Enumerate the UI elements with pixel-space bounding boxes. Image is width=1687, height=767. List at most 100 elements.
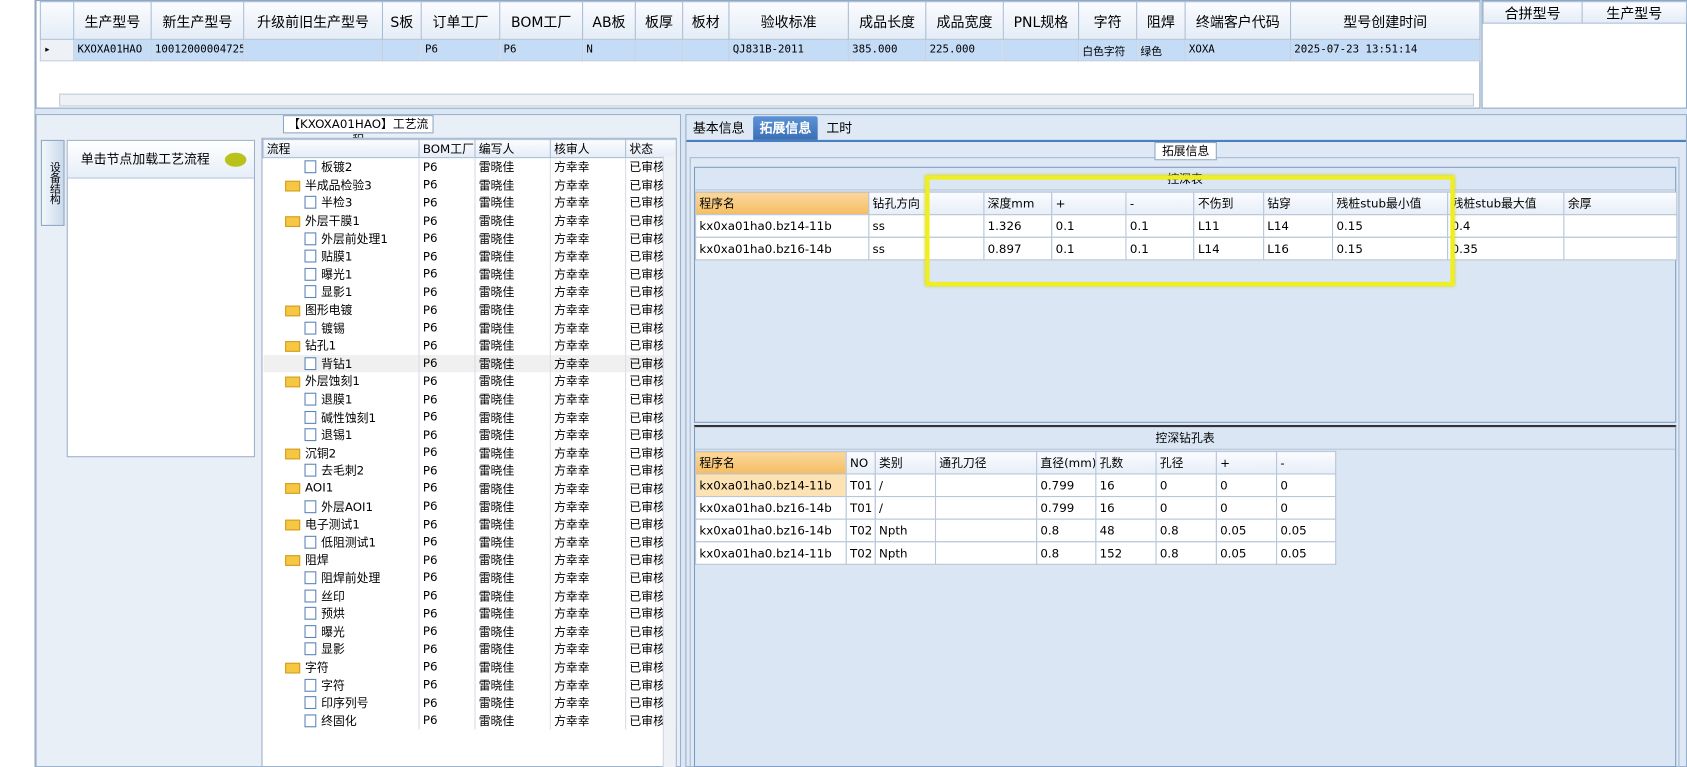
tab[interactable]: 基本信息 — [692, 120, 745, 136]
column-header[interactable]: 阻焊 — [1136, 1, 1186, 40]
column-header[interactable]: 订单工厂 — [420, 1, 501, 40]
tree-node-row[interactable]: 退膜1 P6 雷晓佳 方幸幸 已审核 — [263, 390, 676, 409]
side-tab[interactable]: 设备结构 — [40, 139, 65, 226]
column-header[interactable]: 字符 — [1078, 1, 1138, 40]
node-name: 贴膜1 — [321, 249, 353, 264]
column-header[interactable]: 状态 — [625, 138, 676, 159]
writer-cell: 雷晓佳 — [475, 408, 551, 426]
column-header[interactable]: S板 — [381, 1, 422, 40]
tree-node-row[interactable]: 字符 P6 雷晓佳 方幸幸 已审核 — [263, 675, 676, 694]
column-header[interactable]: 残桩stub最大值 — [1447, 191, 1565, 216]
tree-node-row[interactable]: 印序列号 P6 雷晓佳 方幸幸 已审核 — [263, 693, 676, 712]
cell: 0.4 — [1447, 214, 1565, 238]
data-row[interactable]: kx0xa01ha0.bz14-11b T01/0.799 16 0 0 0 — [695, 473, 1337, 498]
tree-node-row[interactable]: 曝光 P6 雷晓佳 方幸幸 已审核 — [263, 622, 676, 641]
column-header[interactable]: BOM工厂 — [418, 138, 476, 159]
column-header[interactable]: 生产型号 — [73, 1, 152, 40]
tree-node-row[interactable]: 显影 P6 雷晓佳 方幸幸 已审核 — [263, 640, 676, 659]
data-row[interactable]: kx0xa01ha0.bz14-11b T02 Npth 0.8 152 0.8 0.05 0… — [695, 541, 1337, 565]
row-header-corner — [39, 1, 75, 40]
data-row[interactable]: kx0xa01ha0.bz16-14b T02 Npth 0.8 48 0.8 0.05 0.… — [695, 518, 1337, 543]
tree-node-row[interactable]: 预烘 P6 雷晓佳 方幸幸 已审核 — [263, 604, 676, 623]
tree-node-row[interactable]: 半检3 P6 雷晓佳 方幸幸 已审核 — [263, 193, 676, 212]
node-cell: 显影 — [263, 640, 420, 659]
bom-cell: P6 — [419, 408, 476, 426]
column-header[interactable]: 升级前旧生产型号 — [243, 1, 384, 40]
column-header[interactable]: 新生产型号 — [150, 1, 245, 40]
bom-cell: P6 — [419, 640, 476, 659]
column-header[interactable]: 型号创建时间 — [1290, 1, 1481, 40]
column-header[interactable]: 孔径 — [1155, 450, 1217, 475]
tree-node-row[interactable]: 显影1 P6 雷晓佳 方幸幸 已审核 — [263, 283, 676, 301]
tree-folder-row[interactable]: 外层蚀刻1 P6 雷晓佳 方幸幸 已审核 — [263, 372, 676, 391]
tree-node-row[interactable]: 阻焊前处理 P6 雷晓佳 方幸幸 已审核 — [263, 568, 676, 587]
tree-folder-row[interactable]: 阻焊 P6 雷晓佳 方幸幸 已审核 — [263, 550, 676, 569]
tree-node-row[interactable]: 外层前处理1 P6 雷晓佳 方幸幸 已审核 — [263, 229, 676, 248]
h-scrollbar[interactable] — [59, 93, 1474, 107]
tree-node-row[interactable]: 镀锡 P6 雷晓佳 方幸幸 已审核 — [263, 318, 676, 337]
tree-node-row[interactable]: 低阻测试1 P6 雷晓佳 方幸幸 已审核 — [263, 533, 676, 551]
tree-folder-row[interactable]: 半成品检验3 P6 雷晓佳 方幸幸 已审核 — [263, 176, 676, 194]
tree-folder-row[interactable]: 钻孔1 P6 雷晓佳 方幸幸 已审核 — [263, 336, 676, 355]
data-row[interactable]: kx0xa01ha0.bz16-14b T01/0.799 16 0 0 0 — [695, 495, 1337, 520]
column-header[interactable]: 编写人 — [474, 138, 551, 159]
column-header[interactable]: 成品长度 — [847, 1, 927, 40]
column-header[interactable]: 类别 — [874, 450, 937, 475]
column-header[interactable]: 板厚 — [634, 1, 684, 40]
doc-icon — [303, 499, 316, 513]
tree-folder-row[interactable]: 电子测试1 P6 雷晓佳 方幸幸 已审核 — [263, 515, 676, 534]
column-header[interactable]: + — [1051, 191, 1127, 216]
node-cell: 显影1 — [263, 283, 420, 301]
tree-folder-row[interactable]: 沉铜2 P6 雷晓佳 方幸幸 已审核 — [263, 443, 676, 462]
tree-folder-row[interactable]: AOI1 P6 雷晓佳 方幸幸 已审核 — [263, 479, 676, 498]
column-header[interactable]: 不伤到 — [1193, 191, 1265, 216]
tree-node-row[interactable]: 曝光1 P6 雷晓佳 方幸幸 已审核 — [263, 265, 676, 284]
tree-node-row[interactable]: 去毛刺2 P6 雷晓佳 方幸幸 已审核 — [263, 461, 676, 480]
column-header[interactable]: 验收标准 — [728, 1, 849, 40]
data-row[interactable]: ▸ KXOXA01HAO 10012000004725 P6 P6 N QJ831B-201… — [39, 38, 1481, 62]
tree-node-row[interactable]: 板镀2 P6 雷晓佳 方幸幸 已审核 — [263, 157, 676, 177]
column-header[interactable]: 核审人 — [549, 138, 627, 159]
tree-node-row[interactable]: 碱性蚀刻1 P6 雷晓佳 方幸幸 已审核 — [263, 408, 676, 426]
column-header[interactable]: 板材 — [682, 1, 730, 40]
column-header[interactable]: - — [1276, 450, 1337, 475]
cell: QJ831B-2011 — [728, 38, 849, 62]
column-header[interactable]: 孔数 — [1095, 450, 1157, 475]
tree-node-row[interactable]: 终固化 P6 雷晓佳 方幸幸 已审核 — [263, 711, 676, 730]
reviewer-cell: 方幸幸 — [550, 193, 627, 212]
column-header[interactable]: NO — [845, 450, 876, 475]
column-header[interactable]: 合拼型号 — [1482, 1, 1583, 24]
column-header[interactable]: 直径(mm) — [1036, 450, 1097, 475]
column-header[interactable]: BOM工厂 — [499, 1, 584, 40]
tab[interactable]: 拓展信息 — [753, 116, 818, 140]
column-header[interactable]: 钻穿 — [1262, 191, 1334, 216]
tab[interactable]: 工时 — [826, 120, 853, 136]
column-header[interactable]: AB板 — [582, 1, 636, 40]
cell: Npth — [874, 541, 937, 565]
v-scrollbar[interactable] — [662, 156, 676, 767]
column-header[interactable]: 终端客户代码 — [1184, 1, 1292, 40]
column-header[interactable]: - — [1125, 191, 1195, 216]
column-header[interactable]: PNL规格 — [1002, 1, 1080, 40]
tree-folder-row[interactable]: 图形电镀 P6 雷晓佳 方幸幸 已审核 — [263, 300, 676, 319]
column-header[interactable]: 深度mm — [983, 191, 1053, 216]
data-row[interactable]: kx0xa01ha0.bz16-14b ss 0.897 0.1 0.1 L14 L16 0.… — [695, 236, 1678, 261]
tree-node-row[interactable]: 退锡1 P6 雷晓佳 方幸幸 已审核 — [263, 425, 676, 444]
column-header[interactable]: 通孔刀径 — [934, 450, 1038, 475]
tree-node-row[interactable]: 背钻1 P6 雷晓佳 方幸幸 已审核 — [263, 354, 676, 373]
column-header[interactable]: 余厚 — [1563, 191, 1678, 216]
column-header[interactable]: + — [1215, 450, 1278, 475]
column-header[interactable]: 程序名 — [695, 450, 847, 475]
tree-folder-row[interactable]: 字符 P6 雷晓佳 方幸幸 已审核 — [263, 658, 676, 676]
reviewer-cell: 方幸幸 — [550, 586, 627, 605]
tree-node-row[interactable]: 贴膜1 P6 雷晓佳 方幸幸 已审核 — [263, 247, 676, 266]
hint-button[interactable]: 单击节点加载工艺流程 — [67, 140, 254, 179]
tree-node-row[interactable]: 外层AOI1 P6 雷晓佳 方幸幸 已审核 — [263, 497, 676, 516]
column-header[interactable]: 流程 — [262, 138, 420, 159]
column-header[interactable]: 程序名 — [695, 191, 870, 216]
column-header[interactable]: 成品宽度 — [925, 1, 1004, 40]
tree-node-row[interactable]: 丝印 P6 雷晓佳 方幸幸 已审核 — [263, 586, 676, 605]
writer-cell: 雷晓佳 — [475, 550, 551, 569]
tree-folder-row[interactable]: 外层干膜1 P6 雷晓佳 方幸幸 已审核 — [263, 211, 676, 230]
column-header[interactable]: 生产型号 — [1581, 1, 1687, 24]
